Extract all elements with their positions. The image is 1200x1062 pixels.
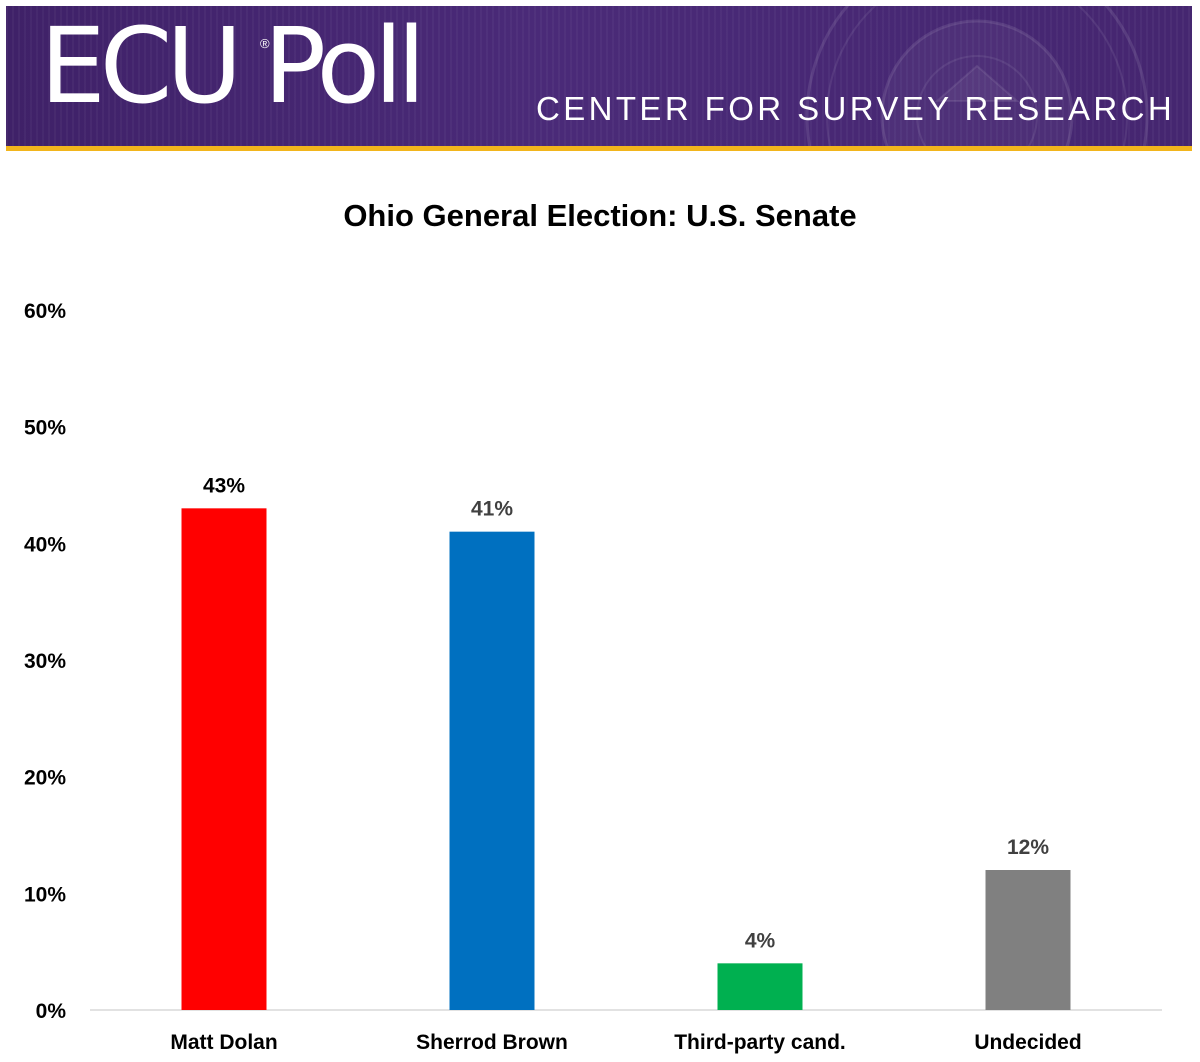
category-label: Matt Dolan bbox=[170, 1031, 277, 1054]
y-tick-label: 30% bbox=[24, 650, 66, 673]
y-tick-label: 0% bbox=[36, 1000, 67, 1023]
data-label: 43% bbox=[203, 474, 245, 497]
y-tick-label: 20% bbox=[24, 767, 66, 790]
data-label: 4% bbox=[745, 929, 776, 952]
bar bbox=[449, 531, 535, 1010]
registered-mark: ® bbox=[260, 36, 270, 51]
bar bbox=[717, 963, 803, 1010]
banner-texture bbox=[6, 6, 1192, 146]
category-label: Third-party cand. bbox=[674, 1031, 846, 1054]
data-label: 12% bbox=[1007, 836, 1049, 859]
center-subtitle: CENTER FOR SURVEY RESEARCH bbox=[536, 90, 1176, 127]
header-banner: ECU Poll ® CENTER FOR SURVEY RESEARCH bbox=[6, 6, 1192, 146]
category-label: Undecided bbox=[974, 1031, 1081, 1054]
university-seal-icon bbox=[805, 6, 1149, 146]
y-tick-label: 60% bbox=[24, 300, 66, 323]
bar bbox=[181, 508, 267, 1010]
y-tick-label: 40% bbox=[24, 533, 66, 556]
y-tick-label: 50% bbox=[24, 417, 66, 440]
data-label: 41% bbox=[471, 498, 513, 521]
gold-divider bbox=[6, 146, 1192, 151]
bar bbox=[985, 870, 1071, 1010]
category-label: Sherrod Brown bbox=[416, 1031, 568, 1054]
ecu-poll-logo: ECU Poll bbox=[40, 6, 426, 127]
y-tick-label: 10% bbox=[24, 883, 66, 906]
chart-title: Ohio General Election: U.S. Senate bbox=[343, 198, 857, 233]
